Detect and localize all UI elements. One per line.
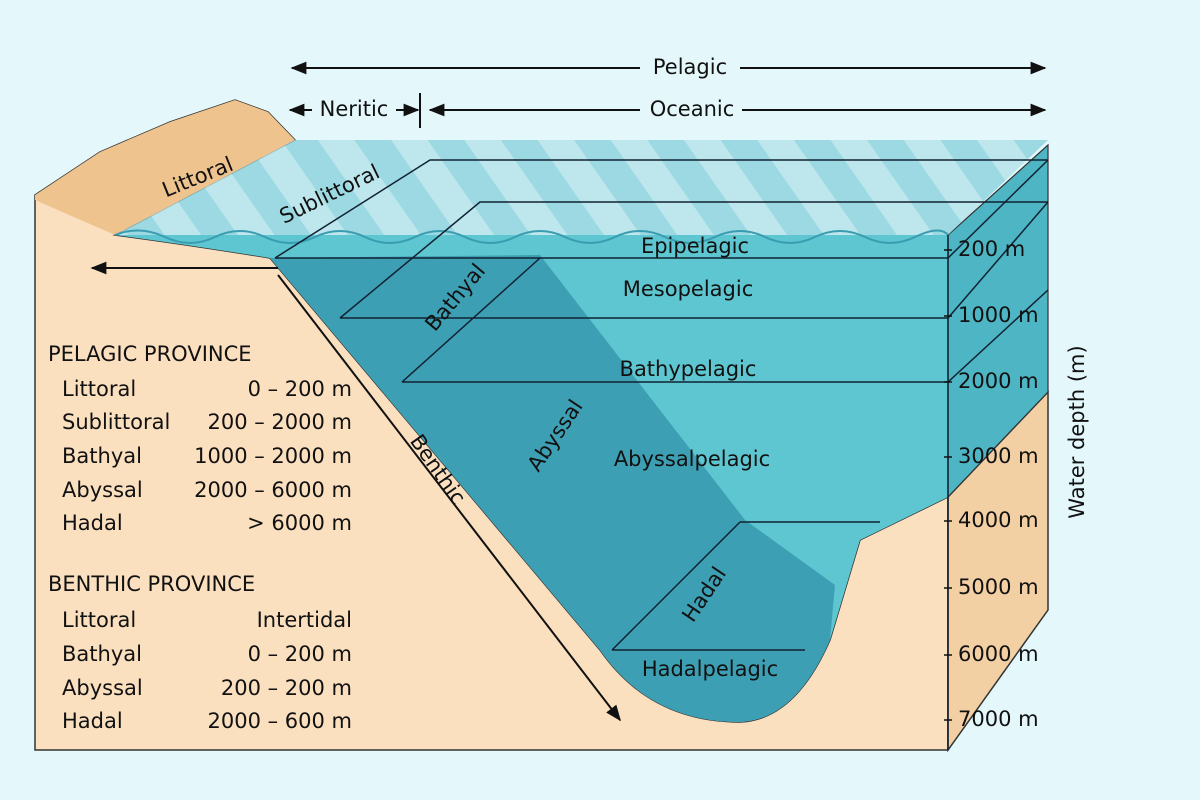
depth-label: 200 m [958, 237, 1025, 261]
legend-zone: Hadal [62, 709, 123, 733]
side-lines [947, 159, 1049, 383]
coast-hill [35, 100, 295, 235]
legend-range: 0 – 200 m [248, 642, 352, 666]
depth-label: 1000 m [958, 303, 1039, 327]
legend-zone: Bathyal [62, 642, 142, 666]
neritic-label: Neritic [320, 97, 389, 121]
pelagic-zone-label: Hadalpelagic [642, 657, 778, 681]
zone-lines [274, 159, 1048, 750]
depth-label: 2000 m [958, 369, 1039, 393]
legend-range: 200 – 200 m [221, 676, 352, 700]
legend-range: Intertidal [257, 608, 352, 632]
legend-zone: Abyssal [62, 676, 143, 700]
pelagic-label: Pelagic [653, 55, 727, 79]
pelagic-zone-label: Epipelagic [641, 234, 749, 258]
legend-zone: Bathyal [62, 444, 142, 468]
legend-title: BENTHIC PROVINCE [48, 572, 255, 596]
wave-line [114, 229, 949, 244]
legend-range: 2000 – 6000 m [194, 478, 352, 502]
legend-title: PELAGIC PROVINCE [48, 342, 252, 366]
water-dark [270, 255, 835, 722]
depth-label: 6000 m [958, 642, 1039, 666]
legend-range: > 6000 m [247, 511, 352, 535]
legend-range: 1000 – 2000 m [194, 444, 352, 468]
pelagic-zone-label: Mesopelagic [623, 277, 754, 301]
legend-zone: Abyssal [62, 478, 143, 502]
oceanic-label: Oceanic [650, 97, 735, 121]
legend-zone: Littoral [62, 377, 136, 401]
depth-label: 7000 m [958, 707, 1039, 731]
pelagic-zone-label: Abyssalpelagic [614, 447, 770, 471]
legend-range: 2000 – 600 m [207, 709, 352, 733]
legend-range: 200 – 2000 m [207, 410, 352, 434]
legend-zone: Hadal [62, 511, 123, 535]
generated: Epipelagic Mesopelagic Bathypelagic Abyssal… [48, 234, 1039, 733]
legend-zone: Littoral [62, 608, 136, 632]
depth-label: 5000 m [958, 575, 1039, 599]
legend-range: 0 – 200 m [248, 377, 352, 401]
legend-zone: Sublittoral [62, 410, 170, 434]
pelagic-zone-label: Bathypelagic [620, 357, 757, 381]
depth-axis-title: Water depth (m) [1065, 345, 1089, 518]
depth-label: 4000 m [958, 508, 1039, 532]
depth-label: 3000 m [958, 444, 1039, 468]
benthic-arrow [277, 274, 621, 722]
